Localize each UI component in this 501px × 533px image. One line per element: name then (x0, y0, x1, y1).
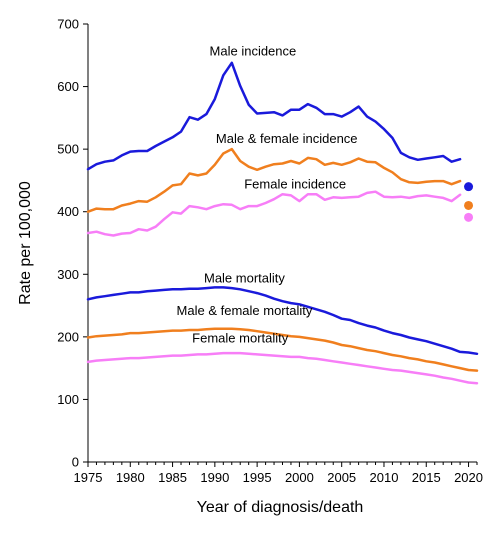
series-label: Female incidence (244, 177, 346, 192)
series-lines (86, 61, 479, 385)
y-tick-label: 0 (72, 455, 79, 470)
x-tick-label: 2010 (370, 470, 399, 485)
series-label: Female mortality (192, 330, 289, 345)
y-axis-ticks: 0 100 200 300 400 500 600 700 (57, 17, 88, 470)
2020-points (464, 182, 474, 222)
x-tick-label: 1975 (74, 470, 103, 485)
x-tick-label: 1985 (158, 470, 187, 485)
y-tick-label: 500 (57, 142, 79, 157)
y-tick-label: 700 (57, 17, 79, 32)
x-tick-label: 1980 (116, 470, 145, 485)
x-tick-label: 2000 (285, 470, 314, 485)
series-label: Male & female mortality (177, 303, 313, 318)
series-line-male-mortality (86, 286, 479, 356)
series-label: Male mortality (204, 270, 285, 285)
x-tick-label: 1995 (243, 470, 272, 485)
x-tick-label: 2005 (327, 470, 356, 485)
series-line-female-mortality (86, 351, 479, 385)
y-tick-label: 100 (57, 392, 79, 407)
x-axis-title: Year of diagnosis/death (197, 499, 364, 516)
x-tick-label: 1990 (200, 470, 229, 485)
series-labels: Male incidence Male & female incidence Fem… (177, 43, 358, 345)
series-line-male-and-female-incidence (86, 147, 462, 213)
data-point-2020 (464, 182, 474, 192)
series-label: Male incidence (210, 43, 297, 58)
series-line-male-and-female-mortality (86, 327, 479, 372)
x-axis-ticks: 1975 1980 1985 1990 1995 2000 2005 2010 2015 2020 (74, 462, 483, 485)
x-tick-label: 2020 (454, 470, 483, 485)
data-point-2020 (464, 200, 474, 210)
y-tick-label: 400 (57, 204, 79, 219)
series-label: Male & female incidence (216, 131, 358, 146)
series-line-female-incidence (86, 190, 462, 237)
data-point-2020 (464, 212, 474, 222)
y-tick-label: 600 (57, 79, 79, 94)
y-tick-label: 200 (57, 329, 79, 344)
x-tick-label: 2015 (412, 470, 441, 485)
y-axis-title: Rate per 100,000 (17, 181, 34, 305)
series-line-male-incidence (86, 61, 462, 171)
y-tick-label: 300 (57, 267, 79, 282)
